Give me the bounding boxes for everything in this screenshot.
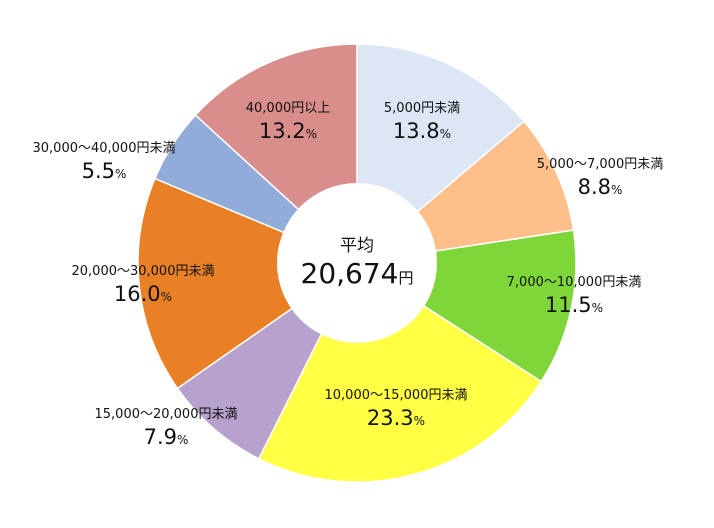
slice-value-label: 23.3%	[367, 406, 425, 430]
slice-category-label: 5,000円未満	[384, 101, 460, 116]
slice-labels: 5,000円未満 13.8% 5,000〜7,000円未満 8.8% 7,000〜10,…	[33, 101, 664, 449]
donut-hole	[277, 183, 437, 343]
slice-value-suffix: %	[440, 127, 451, 141]
slice-value-label: 11.5%	[545, 293, 603, 317]
slice-category-label: 20,000〜30,000円未満	[72, 264, 215, 279]
slice-value-suffix: %	[592, 301, 603, 315]
slice-value-label: 16.0%	[114, 282, 172, 306]
slice-value-suffix: %	[306, 127, 317, 141]
center-unit: 円	[398, 269, 413, 287]
slice-category-label: 15,000〜20,000円未満	[95, 407, 238, 422]
center-value: 20,674	[301, 257, 399, 290]
center-label-group: 平均 20,674円	[301, 236, 414, 290]
slice-value-label: 5.5%	[82, 159, 127, 183]
slice-value-label: 7.9%	[144, 425, 189, 449]
slice-value-suffix: %	[161, 290, 172, 304]
pie-slice-4	[257, 261, 543, 483]
slice-value-suffix: %	[414, 414, 425, 428]
center-value-line: 20,674円	[301, 257, 414, 290]
slice-category-label: 40,000円以上	[246, 101, 331, 116]
slice-value-number: 7.9	[144, 425, 177, 449]
slice-value-number: 11.5	[545, 293, 592, 317]
slice-value-suffix: %	[115, 167, 126, 181]
slice-value-number: 23.3	[367, 406, 414, 430]
slice-value-number: 8.8	[578, 175, 611, 199]
center-title: 平均	[340, 236, 374, 256]
slice-value-suffix: %	[611, 183, 622, 197]
slice-value-number: 5.5	[82, 159, 115, 183]
slice-value-label: 13.2%	[259, 119, 317, 143]
slice-value-number: 13.2	[259, 119, 306, 143]
slice-value-number: 13.8	[393, 119, 440, 143]
slice-category-label: 7,000〜10,000円未満	[507, 275, 642, 290]
slice-category-label: 5,000〜7,000円未満	[537, 157, 663, 172]
slice-category-label: 10,000〜15,000円未満	[325, 388, 468, 403]
pie-slice-6	[137, 177, 359, 390]
slice-value-number: 16.0	[114, 282, 161, 306]
slice-value-label: 8.8%	[578, 175, 623, 199]
slice-value-suffix: %	[177, 433, 188, 447]
slice-value-label: 13.8%	[393, 119, 451, 143]
slice-category-label: 30,000〜40,000円未満	[33, 141, 176, 156]
